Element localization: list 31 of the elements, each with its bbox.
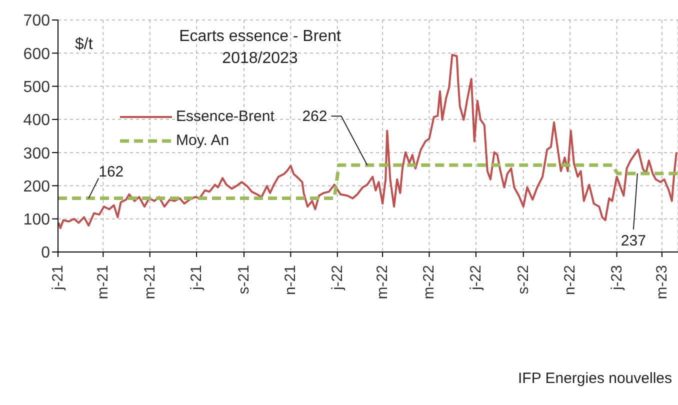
y-tick-label: 700	[23, 12, 50, 30]
annotation: 162	[98, 163, 124, 180]
x-tick-label: m-22	[420, 265, 438, 300]
annotation: 262	[302, 108, 328, 126]
x-tick-label: m-21	[141, 265, 158, 300]
legend-label: Moy. An	[176, 132, 230, 149]
x-tick-label: j-22	[328, 265, 346, 292]
x-tick-label: m-21	[94, 265, 112, 300]
x-tick-label: n-21	[282, 265, 300, 296]
y-tick-label: 200	[23, 178, 50, 196]
x-tick-label: n-22	[562, 265, 579, 296]
x-tick-label: j-23	[608, 265, 626, 292]
y-tick-label: 100	[23, 212, 50, 229]
x-tick-label: m-23	[653, 265, 670, 300]
text: Ecarts essence - Brent	[178, 28, 342, 46]
x-tick-label: j-21	[188, 265, 206, 292]
y-tick-label: 400	[23, 112, 50, 130]
y-axis-title: $/t	[75, 36, 93, 54]
y-tick-label: 500	[23, 78, 50, 96]
x-tick-label: m-22	[374, 265, 392, 300]
text: IFP Energies nouvelles	[518, 370, 672, 387]
x-tick-label: j-22	[467, 265, 484, 292]
text: 2018/2023	[221, 50, 299, 68]
x-tick-label: s-21	[236, 265, 252, 294]
y-tick-label: 600	[23, 46, 50, 63]
annotation: 237	[620, 232, 646, 250]
y-tick-label: 0	[41, 244, 50, 262]
y-tick-label: 300	[23, 145, 50, 162]
x-tick-label: j-21	[50, 265, 66, 292]
legend-label: Essence-Brent	[176, 108, 274, 125]
x-tick-label: s-22	[514, 265, 532, 294]
